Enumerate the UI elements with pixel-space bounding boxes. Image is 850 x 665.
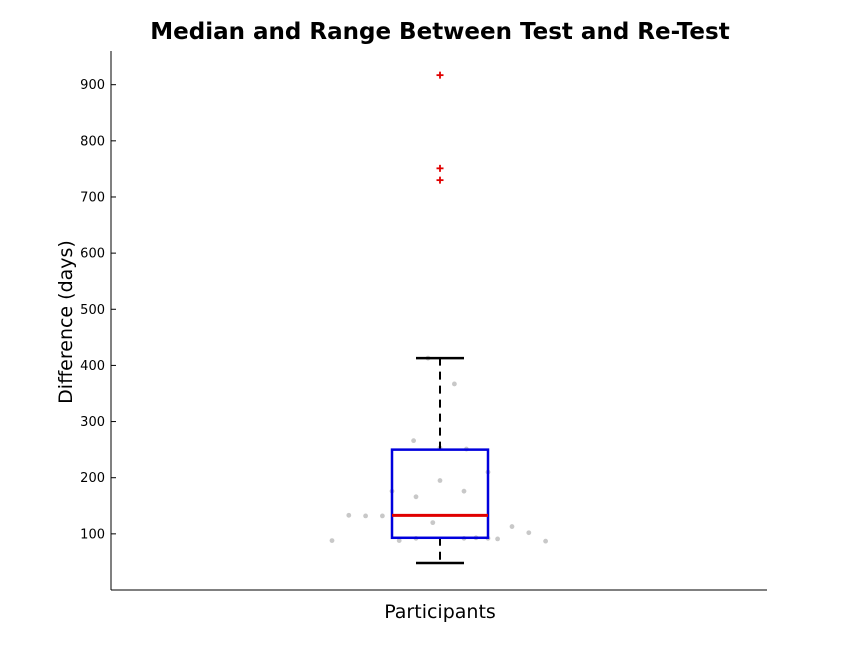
y-tick-label: 300	[80, 415, 105, 430]
data-point	[461, 488, 467, 494]
y-tick-label: 600	[80, 247, 105, 262]
axes: 100 200 300 400 500 600 700 800 900	[80, 51, 767, 591]
y-tick-label: 800	[80, 134, 105, 149]
y-tick-label: 900	[80, 78, 105, 93]
data-point	[346, 512, 352, 518]
data-point	[396, 538, 402, 543]
y-tick-label: 400	[80, 359, 105, 374]
data-point	[509, 524, 515, 529]
data-point	[380, 513, 385, 519]
y-tick-label: 500	[80, 303, 105, 318]
data-point	[363, 513, 368, 519]
data-point	[413, 494, 419, 500]
data-point	[452, 381, 457, 387]
data-point	[430, 520, 436, 526]
data-point	[495, 536, 500, 542]
data-point	[437, 478, 443, 483]
data-point	[543, 538, 548, 544]
y-tick-label: 100	[80, 527, 105, 542]
data-point	[329, 538, 335, 543]
data-point	[411, 438, 416, 444]
outlier-marker	[436, 71, 444, 79]
outlier-marker	[436, 176, 444, 184]
x-axis-label: Participants	[384, 601, 496, 623]
iqr-box	[390, 448, 490, 540]
y-axis-label: Difference (days)	[55, 240, 77, 404]
outlier-markers	[436, 71, 444, 184]
y-tick-label: 700	[80, 190, 105, 205]
chart-title: Median and Range Between Test and Re-Tes…	[150, 19, 729, 45]
y-tick-label: 200	[80, 471, 105, 486]
box-plot	[390, 356, 490, 565]
outlier-marker	[436, 164, 444, 172]
data-point	[526, 530, 532, 536]
